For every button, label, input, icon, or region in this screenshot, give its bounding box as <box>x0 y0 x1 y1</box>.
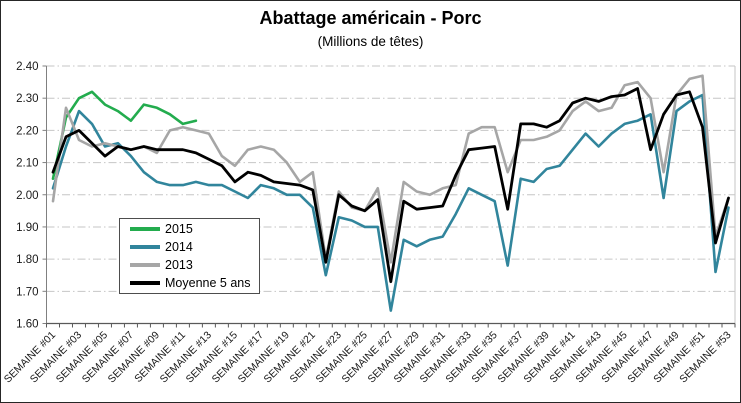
legend-label-moyenne: Moyenne 5 ans <box>165 275 251 290</box>
svg-text:1.70: 1.70 <box>16 286 38 298</box>
svg-text:2.20: 2.20 <box>16 125 38 137</box>
svg-text:1.90: 1.90 <box>16 222 38 234</box>
legend-item-moyenne-5-ans: Moyenne 5 ans <box>130 276 259 291</box>
legend-item-2013: 2013 <box>130 258 259 273</box>
legend-label-2013: 2013 <box>165 257 193 272</box>
legend-line-2015-icon <box>130 227 160 231</box>
legend-line-moyenne-icon <box>130 281 160 285</box>
legend-line-2014-icon <box>130 245 160 249</box>
svg-text:2.10: 2.10 <box>16 158 38 170</box>
legend-label-2014: 2014 <box>165 239 193 254</box>
svg-text:2.30: 2.30 <box>16 93 38 105</box>
svg-text:1.80: 1.80 <box>16 254 38 266</box>
chart-title: Abattage américain - Porc <box>259 8 482 28</box>
legend-item-2014: 2014 <box>130 240 259 255</box>
legend-box: 2015 2014 2013 Moyenne 5 ans <box>119 218 260 294</box>
legend-label-2015: 2015 <box>165 221 193 236</box>
chart-subtitle: (Millions de têtes) <box>317 34 424 49</box>
svg-text:2.40: 2.40 <box>16 61 38 73</box>
legend-line-2013-icon <box>130 263 160 267</box>
svg-text:2.00: 2.00 <box>16 190 38 202</box>
svg-text:1.60: 1.60 <box>16 319 38 331</box>
legend-item-2015: 2015 <box>130 222 259 237</box>
